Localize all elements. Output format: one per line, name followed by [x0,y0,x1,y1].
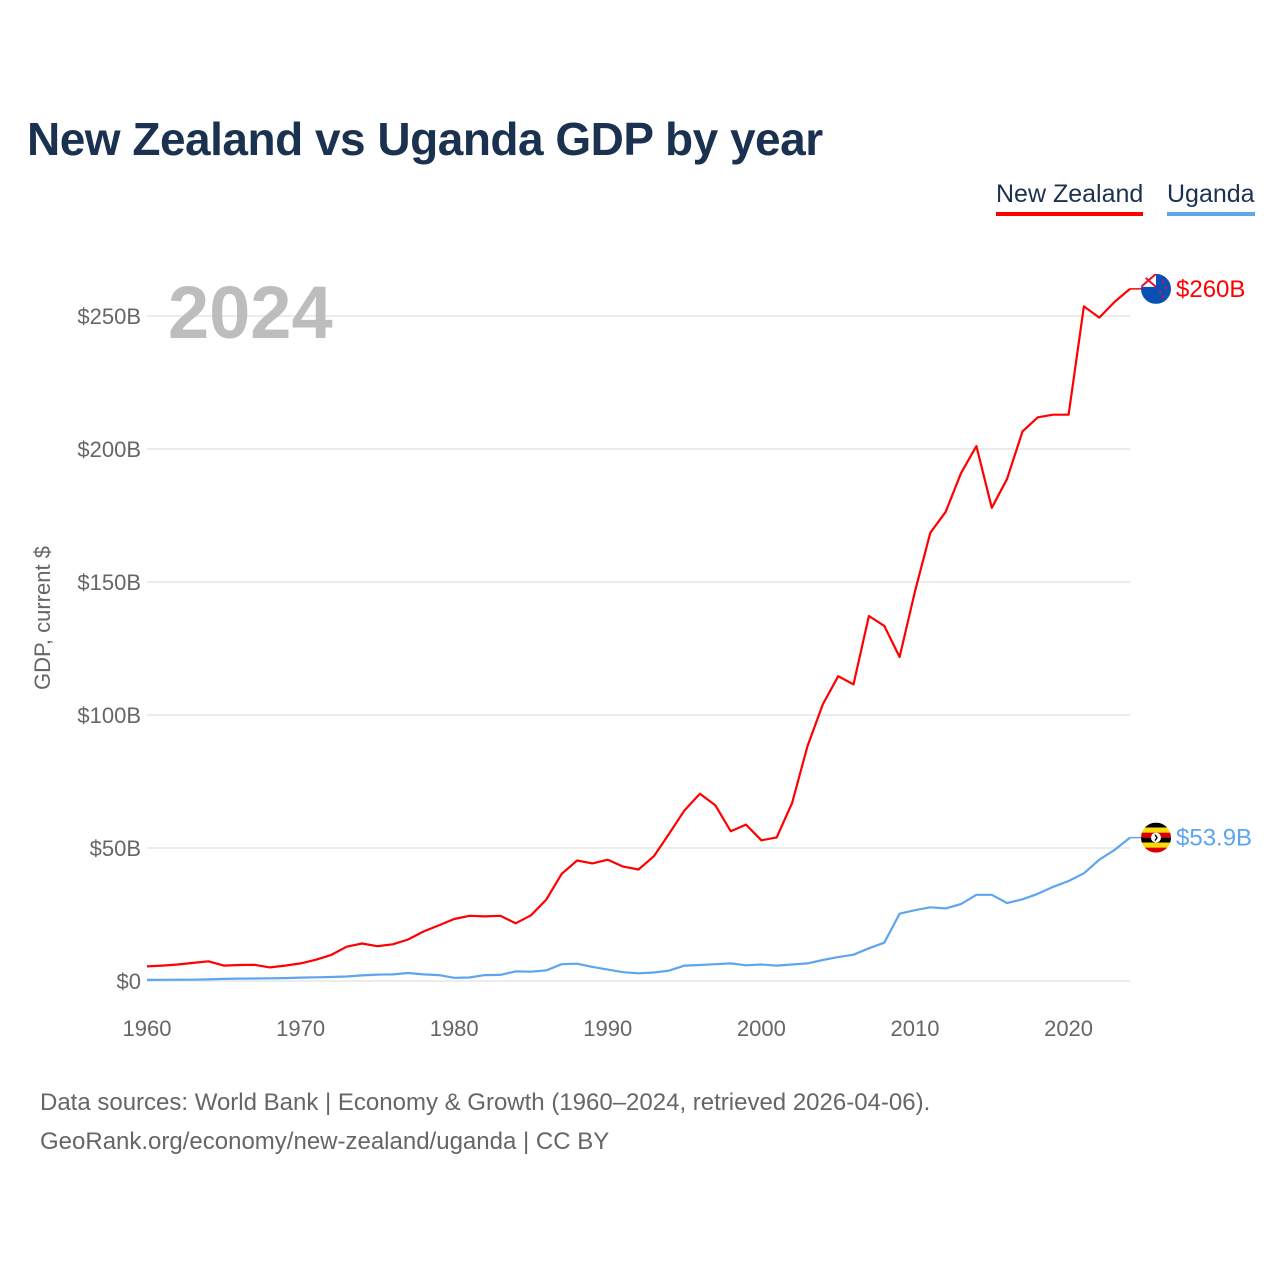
flag-stripe [1141,827,1171,833]
x-tick-label: 2000 [737,1016,786,1041]
x-tick-label: 1980 [430,1016,479,1041]
x-tick-label: 1970 [276,1016,325,1041]
series-line-new-zealand [146,288,1131,969]
flag-stripe [1141,842,1171,848]
flag-star [1158,290,1162,294]
footer-link[interactable]: GeoRank.org/economy/new-zealand/uganda |… [40,1128,610,1155]
x-tick-label: 2020 [1044,1016,1093,1041]
x-tick-label: 1990 [583,1016,632,1041]
y-tick-label: $250B [77,304,141,329]
flag-stripe [1141,847,1171,853]
flag-crane [1154,834,1158,842]
flag-star [1161,295,1165,299]
y-tick-label: $200B [77,437,141,462]
x-tick-label: 1960 [123,1016,172,1041]
flag-star [1161,280,1165,284]
flag-emblem [1151,832,1161,843]
y-tick-label: $100B [77,703,141,728]
end-value-label: $260B [1176,276,1245,303]
footer-sources: Data sources: World Bank | Economy & Gro… [40,1089,931,1116]
y-tick-label: $0 [117,969,141,994]
legend-new-zealand[interactable]: New Zealand [996,180,1144,216]
y-axis-label: GDP, current $ [30,546,55,690]
uganda-flag-icon [1141,822,1171,853]
flag-stripe [1141,822,1171,828]
new-zealand-flag-icon [1141,273,1171,304]
flag-star [1164,286,1168,290]
y-tick-label: $150B [77,570,141,595]
current-year-label: 2024 [168,271,333,354]
legend-uganda[interactable]: Uganda [1167,180,1255,216]
footer: Data sources: World Bank | Economy & Gro… [40,1083,930,1161]
flag-body [1141,822,1171,853]
y-tick-label: $50B [90,836,141,861]
chart-title: New Zealand vs Uganda GDP by year [27,113,823,165]
x-tick-label: 2010 [890,1016,939,1041]
flag-body [1141,273,1171,304]
end-value-label: $53.9B [1176,825,1252,852]
series-line-uganda [146,836,1131,982]
